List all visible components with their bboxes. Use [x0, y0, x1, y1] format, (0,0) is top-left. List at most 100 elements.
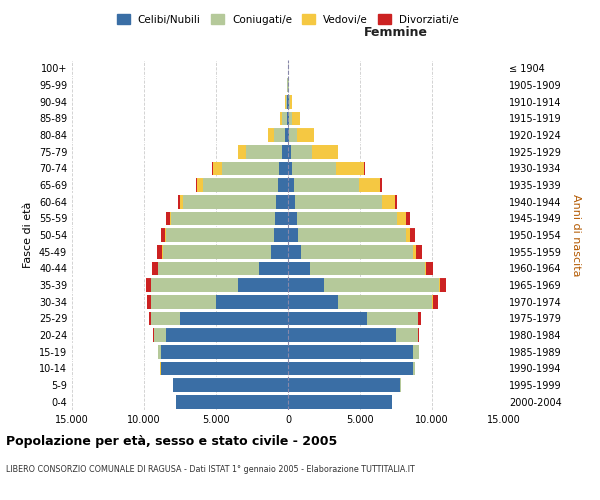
Bar	[212, 162, 213, 175]
Bar	[288, 312, 367, 325]
Bar	[338, 295, 432, 308]
Bar	[288, 395, 392, 408]
Bar	[197, 178, 203, 192]
Bar	[289, 95, 290, 108]
Bar	[166, 228, 274, 242]
Bar	[275, 212, 288, 225]
Bar	[282, 112, 287, 125]
Bar	[238, 145, 246, 158]
Bar	[216, 295, 288, 308]
Bar	[296, 128, 314, 142]
Bar	[178, 195, 180, 208]
Bar	[288, 95, 289, 108]
Bar	[246, 145, 282, 158]
Bar	[359, 178, 380, 192]
Bar	[425, 262, 426, 275]
Bar	[324, 278, 439, 292]
Bar	[432, 295, 433, 308]
Bar	[288, 195, 295, 208]
Bar	[158, 345, 161, 358]
Bar	[288, 328, 396, 342]
Y-axis label: Anni di nascita: Anni di nascita	[571, 194, 581, 276]
Bar	[285, 128, 288, 142]
Bar	[288, 378, 400, 392]
Bar	[149, 312, 151, 325]
Bar	[170, 212, 172, 225]
Bar	[288, 112, 289, 125]
Bar	[151, 295, 216, 308]
Bar	[418, 328, 419, 342]
Bar	[301, 245, 413, 258]
Bar	[288, 362, 413, 375]
Bar	[433, 295, 438, 308]
Bar	[396, 328, 418, 342]
Bar	[290, 95, 292, 108]
Bar	[213, 162, 222, 175]
Bar	[203, 178, 278, 192]
Bar	[238, 278, 288, 292]
Bar	[274, 128, 285, 142]
Bar	[287, 95, 288, 108]
Bar	[380, 178, 382, 192]
Bar	[268, 128, 274, 142]
Bar	[292, 162, 335, 175]
Bar	[288, 245, 301, 258]
Bar	[176, 395, 288, 408]
Bar	[289, 128, 296, 142]
Bar	[151, 312, 180, 325]
Bar	[274, 228, 288, 242]
Bar	[288, 162, 292, 175]
Bar	[222, 162, 280, 175]
Bar	[146, 278, 151, 292]
Bar	[180, 312, 288, 325]
Bar	[286, 95, 287, 108]
Bar	[288, 145, 291, 158]
Bar	[161, 362, 288, 375]
Bar	[166, 328, 288, 342]
Bar	[172, 212, 275, 225]
Bar	[287, 112, 288, 125]
Bar	[413, 345, 419, 358]
Bar	[152, 262, 158, 275]
Bar	[277, 195, 288, 208]
Bar	[413, 245, 416, 258]
Text: LIBERO CONSORZIO COMUNALE DI RAGUSA - Dati ISTAT 1° gennaio 2005 - Elaborazione : LIBERO CONSORZIO COMUNALE DI RAGUSA - Da…	[6, 465, 415, 474]
Bar	[180, 195, 183, 208]
Bar	[173, 378, 288, 392]
Bar	[288, 262, 310, 275]
Bar	[288, 212, 296, 225]
Bar	[161, 228, 165, 242]
Bar	[288, 178, 294, 192]
Bar	[397, 212, 406, 225]
Bar	[151, 278, 238, 292]
Bar	[295, 195, 382, 208]
Y-axis label: Fasce di età: Fasce di età	[23, 202, 33, 268]
Bar	[288, 128, 289, 142]
Bar	[382, 195, 395, 208]
Bar	[416, 245, 422, 258]
Bar	[154, 328, 166, 342]
Legend: Celibi/Nubili, Coniugati/e, Vedovi/e, Divorziati/e: Celibi/Nubili, Coniugati/e, Vedovi/e, Di…	[113, 10, 463, 29]
Bar	[440, 278, 446, 292]
Bar	[285, 95, 286, 108]
Bar	[288, 228, 298, 242]
Bar	[292, 112, 299, 125]
Bar	[367, 312, 418, 325]
Bar	[288, 345, 413, 358]
Bar	[158, 262, 259, 275]
Bar	[288, 278, 324, 292]
Bar	[313, 145, 338, 158]
Bar	[310, 262, 425, 275]
Bar	[335, 162, 364, 175]
Bar	[183, 195, 277, 208]
Bar	[282, 145, 288, 158]
Bar	[413, 362, 415, 375]
Bar	[165, 228, 166, 242]
Bar	[280, 112, 282, 125]
Bar	[410, 228, 415, 242]
Bar	[298, 228, 406, 242]
Bar	[294, 178, 359, 192]
Text: Femmine: Femmine	[364, 26, 428, 39]
Bar	[280, 162, 288, 175]
Bar	[406, 212, 410, 225]
